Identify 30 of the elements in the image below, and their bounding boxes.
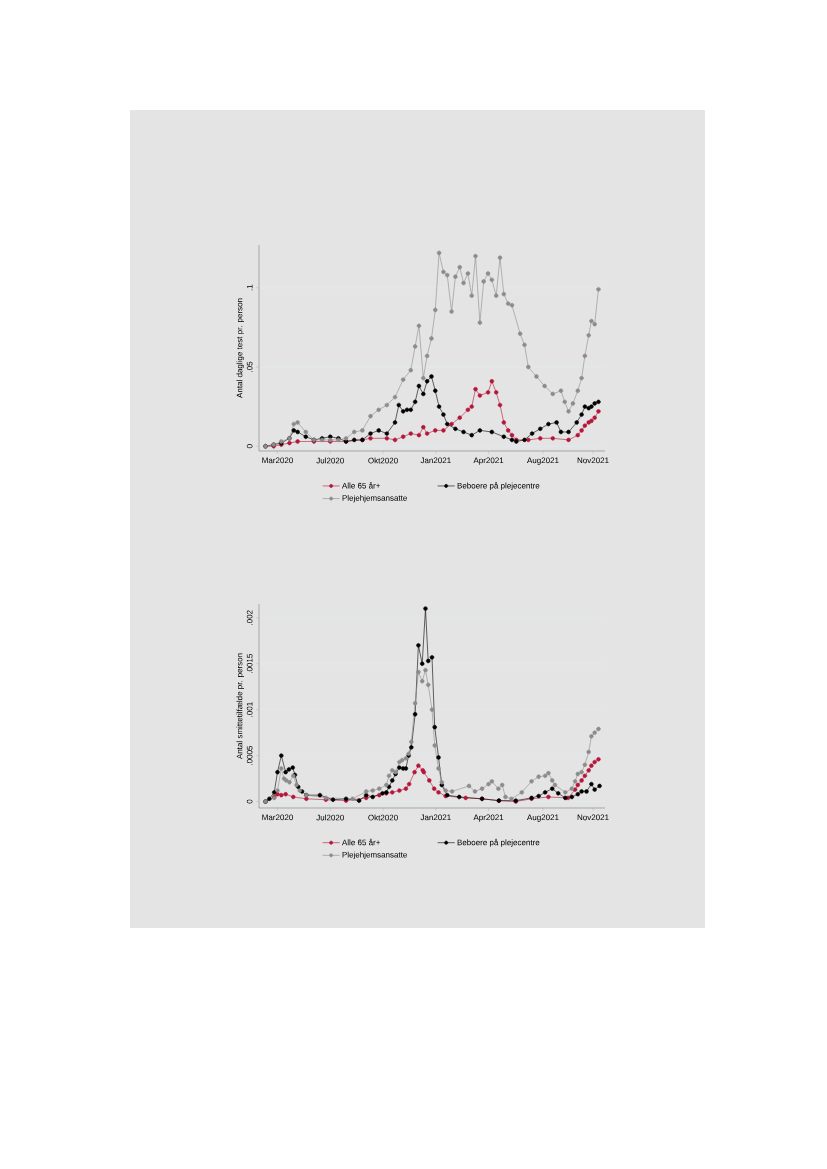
x-tick-label: Aug2021 — [526, 814, 559, 822]
x-tick-label: Okt2020 — [368, 457, 398, 464]
x-tick-label: Mar2020 — [262, 457, 293, 464]
x-tick-label: Jan2021 — [420, 457, 451, 464]
y-tick-label: .0005 — [246, 745, 253, 765]
legend-label: Alle 65 år+ — [341, 481, 381, 489]
x-tick-label: Nov2021 — [577, 457, 609, 464]
x-tick-label: Okt2020 — [368, 814, 398, 821]
y-tick-label: .1 — [246, 284, 253, 291]
x-tick-label: Jul2020 — [316, 457, 344, 464]
x-tick-label: Nov2021 — [577, 814, 609, 821]
x-tick-label: Mar2020 — [262, 814, 293, 821]
y-axis-title: Antal smittetilfælde pr. person — [236, 653, 244, 760]
y-tick-label: 0 — [246, 799, 253, 804]
legend-label: Plejehjemsansatte — [342, 851, 407, 860]
x-tick-label: Jan2021 — [420, 814, 451, 821]
y-tick-label: .002 — [246, 610, 253, 625]
legend-label: Alle 65 år+ — [341, 838, 381, 846]
y-tick-label: 0 — [246, 444, 253, 449]
legend-label: Plejehjemsansatte — [342, 494, 407, 503]
x-tick-label: Jul2020 — [316, 814, 344, 821]
legend-label: Beboere på plejecentre — [457, 838, 540, 847]
legend-label: Beboere på plejecentre — [457, 481, 540, 491]
y-axis-title: Antal daglige test pr. person — [236, 298, 244, 398]
y-tick-label: .05 — [246, 361, 253, 372]
x-tick-label: Aug2021 — [526, 457, 559, 465]
y-tick-label: .001 — [246, 702, 253, 717]
y-tick-label: .0015 — [246, 654, 253, 673]
x-tick-label: Apr2021 — [473, 457, 504, 465]
x-tick-label: Apr2021 — [473, 814, 504, 822]
